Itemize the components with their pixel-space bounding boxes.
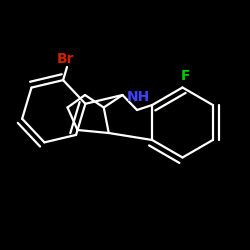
Text: F: F — [180, 69, 190, 83]
Text: NH: NH — [127, 90, 150, 104]
Text: Br: Br — [57, 52, 74, 66]
